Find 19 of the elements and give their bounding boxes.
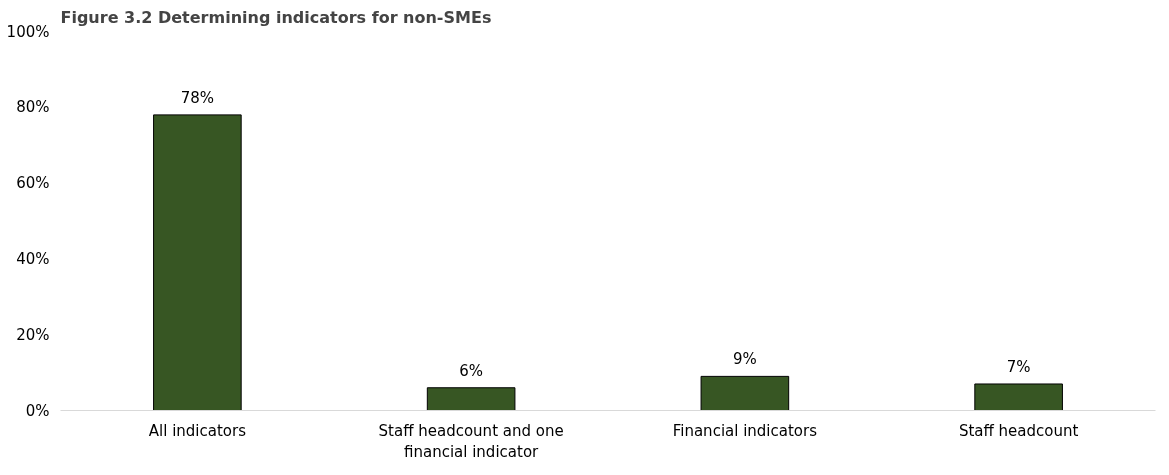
- x-tick-label: All indicators: [148, 421, 247, 440]
- y-tick-label: 20%: [16, 325, 50, 344]
- y-tick-label: 100%: [6, 22, 50, 41]
- data-label: 6%: [459, 361, 484, 380]
- y-tick-label: 80%: [16, 98, 50, 117]
- y-tick-label: 0%: [25, 401, 50, 420]
- y-tick-label: 40%: [16, 249, 50, 268]
- bar: [974, 383, 1063, 411]
- chart-title: Figure 3.2 Determining indicators for non-SMEs: [60, 7, 492, 27]
- data-label: 7%: [1006, 357, 1031, 376]
- x-tick-label: Staff headcount and one financial indicator: [378, 421, 564, 462]
- data-label: 9%: [732, 350, 757, 369]
- bar: [153, 114, 242, 411]
- bar: [700, 375, 790, 411]
- bar: [426, 387, 516, 411]
- y-tick-label: 60%: [16, 174, 50, 193]
- data-label: 78%: [180, 88, 215, 107]
- x-tick-label: Staff headcount: [958, 421, 1079, 440]
- x-tick-label: Financial indicators: [672, 421, 818, 440]
